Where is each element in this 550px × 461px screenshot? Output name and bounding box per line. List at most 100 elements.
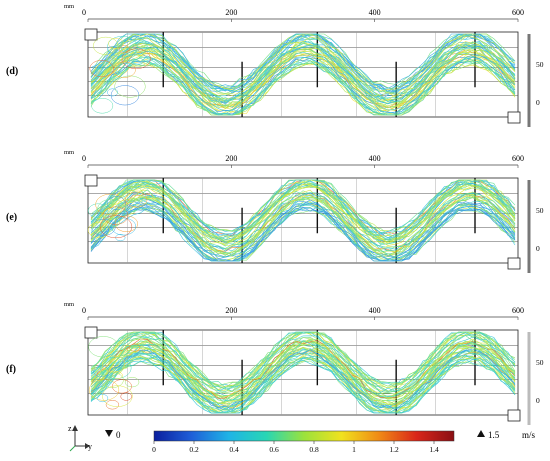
streamline (90, 345, 516, 407)
axis-unit-label: mm (64, 149, 74, 156)
streamline (90, 344, 516, 405)
inlet-box (84, 28, 98, 41)
vortex-streamline (111, 217, 137, 236)
x-tick-label: 400 (369, 306, 381, 315)
vortex-streamline (114, 215, 138, 232)
vortex-streamline (102, 206, 129, 225)
z-tick-label: 0 (536, 244, 540, 253)
streamline (90, 340, 516, 401)
inlet-box (84, 174, 98, 187)
z-tick-label: 0 (536, 98, 540, 107)
streamline (90, 51, 516, 111)
streamline (90, 42, 516, 104)
streamline (90, 189, 516, 249)
colorbar-tick-label: 0.6 (269, 445, 279, 454)
streamline (90, 193, 516, 257)
outlet-box (507, 111, 521, 124)
streamline (90, 207, 516, 262)
x-tick-label: 400 (369, 8, 381, 17)
streamline (90, 49, 516, 112)
streamlines (89, 33, 516, 116)
vortex-streamline (102, 385, 133, 407)
x-tick-label: 600 (512, 306, 524, 315)
x-tick-label: 200 (225, 154, 237, 163)
triad-y-arrow-icon (85, 443, 90, 449)
outlet-box (507, 257, 521, 270)
streamline (90, 35, 516, 97)
vortex-streamline (88, 379, 120, 401)
vortex-streamline (91, 218, 116, 236)
axis-unit-label: mm (64, 3, 74, 10)
streamlines (87, 179, 516, 262)
streamline (90, 331, 516, 393)
streamline (90, 206, 516, 262)
streamline (90, 179, 516, 235)
vortex-streamline (93, 36, 119, 55)
x-tick-label: 600 (512, 154, 524, 163)
colorbar-max-label: 1.5 (488, 430, 500, 440)
vortex-streamline (88, 203, 109, 218)
channel-outline (87, 31, 519, 118)
streamline (90, 348, 516, 411)
streamline (90, 183, 516, 245)
panel-label: (f) (6, 364, 16, 375)
colorbar: 0 0 0.2 0.4 0.6 0.8 1 1.2 1.4 1.5 m/s (105, 430, 536, 454)
panel-label: (d) (6, 66, 18, 77)
vortex-streamline (112, 371, 123, 379)
colorbar-min-marker-icon (105, 430, 113, 437)
channel-outline (87, 329, 519, 416)
streamline (90, 356, 516, 414)
streamline (90, 179, 516, 238)
streamline (90, 60, 516, 116)
streamline (90, 204, 516, 262)
vortex-streamline (107, 88, 118, 97)
streamline (90, 344, 516, 405)
vortex-streamline (107, 36, 138, 58)
streamline (90, 35, 516, 95)
x-tick-label: 200 (225, 8, 237, 17)
z-tick-label: 50 (536, 60, 544, 69)
colorbar-tick-label: 0.4 (229, 445, 239, 454)
x-tick-label: 0 (82, 8, 86, 17)
streamline (90, 185, 516, 246)
vortex-streamline (114, 75, 146, 98)
vortex-streamline (87, 222, 110, 238)
streamline (90, 198, 516, 260)
vortex-streamline (97, 198, 126, 219)
vortex-streamline (129, 343, 141, 352)
streamline (90, 358, 516, 414)
z-tick-label: 50 (536, 206, 544, 215)
colorbar-tick-label: 0.8 (309, 445, 319, 454)
streamline (90, 41, 516, 101)
x-tick-label: 0 (82, 306, 86, 315)
streamline (90, 332, 516, 393)
streamline (90, 47, 516, 108)
vortex-streamline (125, 191, 148, 208)
vortex-streamline (121, 48, 151, 70)
streamline (90, 47, 516, 108)
colorbar-gradient (153, 430, 455, 442)
streamline (90, 54, 516, 116)
z-tick-label: 0 (536, 396, 540, 405)
streamline (90, 40, 516, 102)
streamline (90, 40, 516, 102)
streamline (90, 59, 516, 116)
axis-unit-label: mm (64, 301, 74, 308)
vortex-streamline (115, 233, 126, 242)
streamline (90, 338, 516, 400)
streamline (90, 47, 516, 109)
streamline (90, 356, 516, 414)
streamline (90, 33, 516, 92)
streamline (90, 349, 516, 410)
colorbar-unit: m/s (522, 430, 536, 440)
streamline (90, 203, 516, 262)
channel-outline (87, 177, 519, 264)
x-tick-label: 600 (512, 8, 524, 17)
colorbar-tick-label: 1.2 (389, 445, 399, 454)
streamline (90, 193, 516, 255)
streamline (90, 359, 516, 414)
z-tick-label: 50 (536, 358, 544, 367)
vortex-streamline (120, 392, 132, 401)
vortex-streamline (106, 196, 126, 210)
